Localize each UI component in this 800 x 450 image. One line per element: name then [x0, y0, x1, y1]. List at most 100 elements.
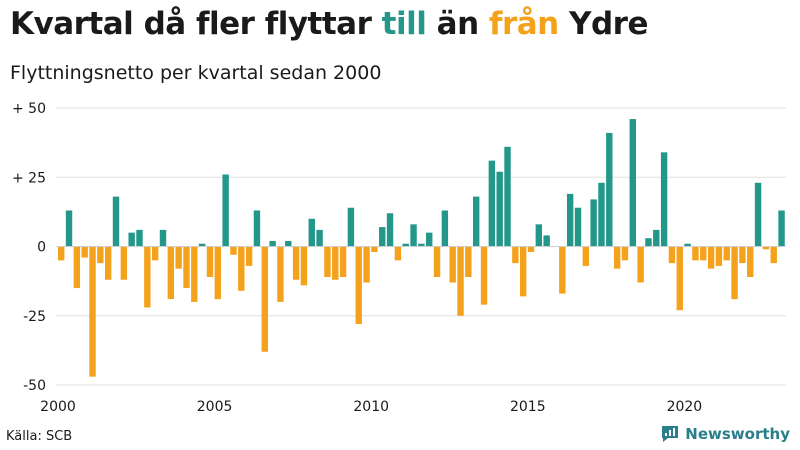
y-tick-label: + 25: [12, 170, 46, 186]
bar: [151, 246, 159, 261]
bar: [308, 218, 315, 247]
x-tick-label: 2015: [510, 399, 546, 415]
bar: [449, 246, 456, 283]
x-tick-label: 2005: [197, 399, 233, 415]
y-tick-label: -25: [23, 309, 46, 325]
bar: [245, 246, 253, 266]
bar: [731, 246, 738, 300]
bar: [269, 240, 276, 247]
bar: [112, 196, 120, 247]
bar: [144, 246, 151, 308]
bar: [606, 132, 613, 247]
x-tick-label: 2000: [40, 399, 76, 415]
bar: [183, 246, 190, 289]
bar: [613, 246, 621, 269]
bar: [519, 246, 527, 297]
bar: [512, 246, 519, 264]
title-part-3: Ydre: [558, 6, 648, 42]
bar: [65, 210, 73, 247]
bar: [81, 246, 88, 258]
bar: [363, 246, 370, 283]
bar: [637, 246, 644, 283]
bar: [198, 243, 206, 247]
bar: [159, 229, 167, 247]
bar: [433, 246, 441, 277]
title-part-1: Kvartal då fler flyttar: [10, 6, 382, 42]
bar: [386, 213, 394, 247]
bar: [598, 182, 605, 247]
bar: [191, 246, 198, 302]
bar: [747, 246, 754, 277]
bar: [762, 246, 770, 250]
bar: [621, 246, 629, 261]
bar: [339, 246, 347, 277]
bar: [230, 246, 237, 255]
bar: [441, 210, 449, 247]
bar: [332, 246, 339, 280]
bar: [58, 246, 65, 261]
bar: [418, 243, 425, 247]
bar: [692, 246, 699, 261]
bar: [222, 174, 229, 247]
y-tick-label: -50: [23, 378, 46, 394]
brand-logo: Newsworthy: [660, 424, 790, 444]
bar: [457, 246, 464, 316]
bar: [371, 246, 378, 253]
bar: [700, 246, 707, 261]
bar: [668, 246, 676, 264]
bar: [770, 246, 777, 264]
bar: [379, 227, 386, 247]
bar: [582, 246, 590, 266]
bar: [206, 246, 214, 277]
bar: [89, 246, 96, 377]
bar: [261, 246, 268, 352]
bar: [292, 246, 300, 280]
title-part-2: än: [426, 6, 489, 42]
bar: [629, 119, 636, 247]
bar: [472, 196, 480, 247]
bar: [285, 240, 292, 247]
source-note: Källa: SCB: [6, 429, 73, 444]
bar: [707, 246, 715, 269]
bar: [527, 246, 535, 253]
bar: [175, 246, 182, 269]
bar: [316, 229, 323, 247]
bar: [167, 246, 175, 300]
bar: [723, 246, 730, 261]
bar: [778, 210, 785, 247]
title-fran: från: [488, 6, 559, 42]
bar: [660, 152, 668, 247]
x-tick-label: 2020: [667, 399, 703, 415]
bar: [120, 246, 128, 280]
bar: [355, 246, 362, 325]
bar: [465, 246, 472, 277]
bar: [97, 246, 104, 264]
bar: [410, 224, 417, 247]
bar: [136, 229, 143, 247]
brand-name: Newsworthy: [685, 425, 790, 443]
bar: [402, 243, 409, 247]
bar: [214, 246, 221, 300]
bar: [715, 246, 723, 266]
bar: [739, 246, 746, 264]
newsworthy-logo-icon: [662, 426, 679, 442]
chart-title: Kvartal då fler flyttar till än från Ydr…: [10, 6, 648, 42]
y-tick-label: + 50: [12, 101, 46, 117]
bar: [566, 193, 574, 247]
bar: [277, 246, 284, 302]
bar: [488, 160, 496, 247]
bar: [253, 210, 261, 247]
bar: [426, 232, 433, 247]
bar: [590, 199, 597, 247]
bar: [645, 238, 652, 247]
bar: [73, 246, 81, 289]
bar: [496, 171, 503, 247]
chart-subtitle: Flyttningsnetto per kvartal sedan 2000: [10, 62, 382, 84]
bar: [238, 246, 245, 291]
bar: [676, 246, 683, 311]
bar: [104, 246, 112, 280]
bar: [128, 232, 135, 247]
bar: [574, 207, 582, 247]
bar: [347, 207, 355, 247]
